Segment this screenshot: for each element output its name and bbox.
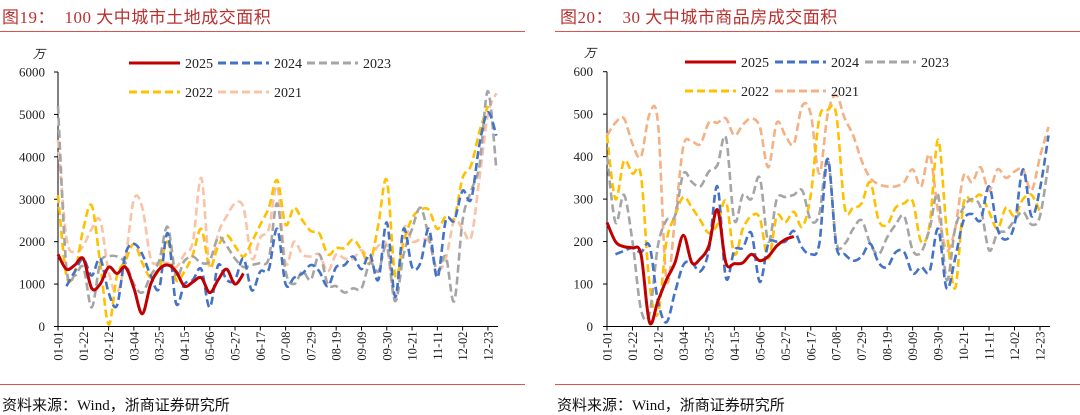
x-tick-label: 03-04: [677, 331, 691, 361]
x-tick-label: 08-19: [881, 332, 895, 361]
legend-label-2022: 2022: [185, 86, 213, 101]
y-unit-label: 万: [584, 46, 598, 60]
legend-label-2023: 2023: [921, 56, 949, 71]
series-line-2025: [56, 253, 245, 316]
y-tick-label: 3000: [19, 192, 45, 207]
y-unit-label: 万: [33, 47, 47, 61]
x-tick-label: 08-19: [330, 332, 344, 361]
left-source-note: 资料来源：Wind，浙商证券研究所: [2, 398, 230, 414]
y-tick-label: 300: [574, 192, 594, 207]
y-tick-label: 100: [574, 277, 594, 292]
right-chart-title: 图20： 30 大中城市商品房成交面积: [560, 8, 838, 27]
right-line-chart: 万 0 100 200 300 400 500 600 01-01 01-22 02-12 03-04…: [574, 46, 1050, 361]
legend-label-2021: 2021: [274, 86, 302, 101]
legend-label-2021: 2021: [831, 85, 859, 100]
series-line-2022: [605, 104, 1042, 317]
y-tick-label: 500: [574, 107, 594, 122]
y-tick-label: 1000: [19, 277, 45, 292]
x-tick-label: 09-09: [355, 332, 369, 361]
y-tick-label: 2000: [19, 234, 45, 249]
series-line-2024: [65, 110, 498, 309]
series-line-2023: [56, 89, 498, 309]
x-tick-label: 04-15: [728, 332, 742, 361]
x-tick-label: 02-12: [102, 332, 116, 361]
x-tick-label: 01-22: [626, 332, 640, 361]
x-tick-label: 05-06: [753, 332, 767, 361]
y-tick-label: 0: [587, 319, 594, 334]
series-line-2022: [56, 105, 490, 326]
y-tick-label: 600: [574, 64, 594, 79]
x-tick-label: 07-29: [855, 332, 869, 361]
x-tick-label: 01-01: [52, 332, 66, 361]
y-tick-label: 4000: [19, 149, 45, 164]
x-tick-label: 03-04: [127, 331, 141, 361]
right-title-divider: [555, 31, 1080, 32]
legend-label-2025: 2025: [741, 56, 769, 71]
x-tick-label: 09-09: [906, 332, 920, 361]
legend-label-2022: 2022: [741, 85, 769, 100]
x-tick-label: 12-02: [456, 332, 470, 361]
x-tick-label: 05-27: [229, 332, 243, 361]
x-tick-label: 11-11: [431, 332, 445, 360]
left-source-divider: [0, 384, 525, 385]
x-tick-label: 05-06: [203, 332, 217, 361]
legend-label-2024: 2024: [831, 56, 859, 71]
x-tick-label: 09-30: [932, 332, 946, 361]
x-tick-label: 05-27: [779, 332, 793, 361]
right-source-divider: [555, 384, 1080, 385]
x-tick-label: 03-25: [702, 332, 716, 361]
series-line-2021: [605, 93, 1050, 284]
left-chart-title: 图19： 100 大中城市土地成交面积: [2, 8, 272, 27]
series-line-2024: [614, 135, 1050, 324]
x-tick-label: 03-25: [153, 332, 167, 361]
x-tick-label: 09-30: [380, 332, 394, 361]
x-tick-label: 02-12: [651, 332, 665, 361]
x-tick-label: 01-01: [601, 332, 615, 361]
left-line-chart: 万 0 1000 2000 3000 4000 5000 6000 01-01 01-22 02-1…: [19, 47, 498, 361]
series-line-2023: [605, 134, 1050, 322]
x-tick-label: 04-15: [178, 332, 192, 361]
x-tick-label: 06-17: [254, 332, 268, 361]
y-tick-label: 0: [39, 319, 46, 334]
series-line-2025: [605, 208, 795, 326]
x-tick-label: 01-22: [77, 332, 91, 361]
y-tick-label: 200: [574, 234, 594, 249]
x-tick-label: 07-29: [304, 332, 318, 361]
x-tick-label: 11-11: [983, 332, 997, 360]
x-tick-label: 10-21: [957, 332, 971, 361]
right-source-note: 资料来源：Wind，浙商证券研究所: [557, 398, 785, 414]
series-line-2021: [56, 92, 498, 303]
y-tick-label: 5000: [19, 107, 45, 122]
x-tick-label: 06-17: [804, 332, 818, 361]
x-tick-label: 07-08: [279, 332, 293, 361]
x-tick-label: 12-02: [1008, 332, 1022, 361]
y-tick-label: 6000: [19, 65, 45, 80]
x-tick-label: 10-21: [406, 332, 420, 361]
legend-label-2024: 2024: [274, 57, 302, 72]
x-tick-label: 07-08: [830, 332, 844, 361]
legend-label-2023: 2023: [363, 57, 391, 72]
x-tick-label: 12-23: [481, 332, 495, 361]
x-tick-label: 12-23: [1033, 332, 1047, 361]
left-title-divider: [0, 31, 525, 32]
y-tick-label: 400: [574, 149, 594, 164]
legend-label-2025: 2025: [185, 57, 213, 72]
